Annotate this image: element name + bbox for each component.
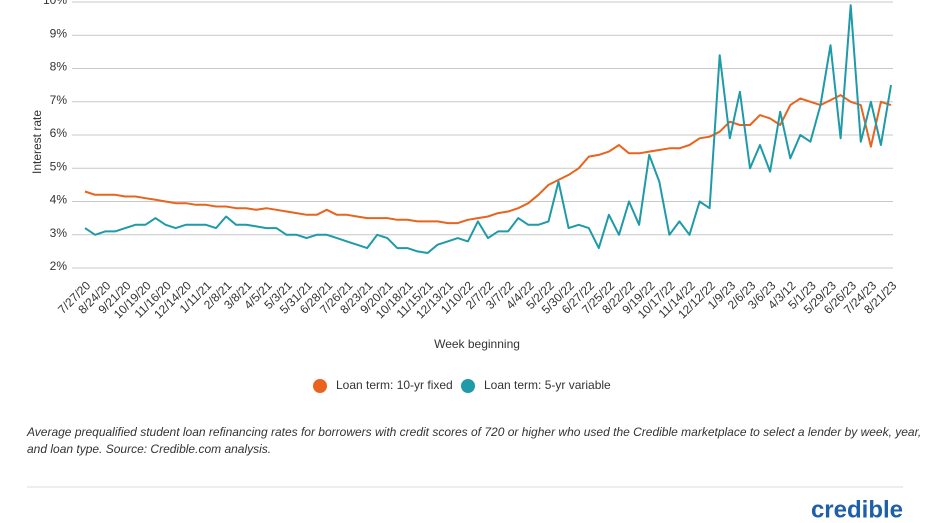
y-tick-label: 10%	[43, 0, 67, 7]
y-tick-label: 6%	[50, 126, 68, 140]
y-tick-label: 5%	[50, 159, 68, 173]
legend-label: Loan term: 5-yr variable	[484, 378, 611, 392]
y-tick-label: 7%	[50, 93, 68, 107]
x-axis-title: Week beginning	[434, 337, 520, 351]
y-tick-label: 2%	[50, 259, 68, 273]
y-axis-title: Interest rate	[30, 110, 44, 174]
y-tick-label: 4%	[50, 193, 68, 207]
caption: and loan type. Source: Credible.com anal…	[27, 442, 271, 456]
legend-swatch	[461, 379, 475, 393]
caption: Average prequalified student loan refina…	[26, 425, 921, 439]
series-line	[84, 94, 892, 225]
y-tick-label: 9%	[50, 26, 68, 40]
y-tick-label: 8%	[50, 60, 68, 74]
logo: credible	[811, 496, 903, 523]
y-tick-label: 3%	[50, 226, 68, 240]
legend-swatch	[313, 379, 327, 393]
legend-label: Loan term: 10-yr fixed	[336, 378, 453, 392]
series-line	[84, 4, 892, 254]
